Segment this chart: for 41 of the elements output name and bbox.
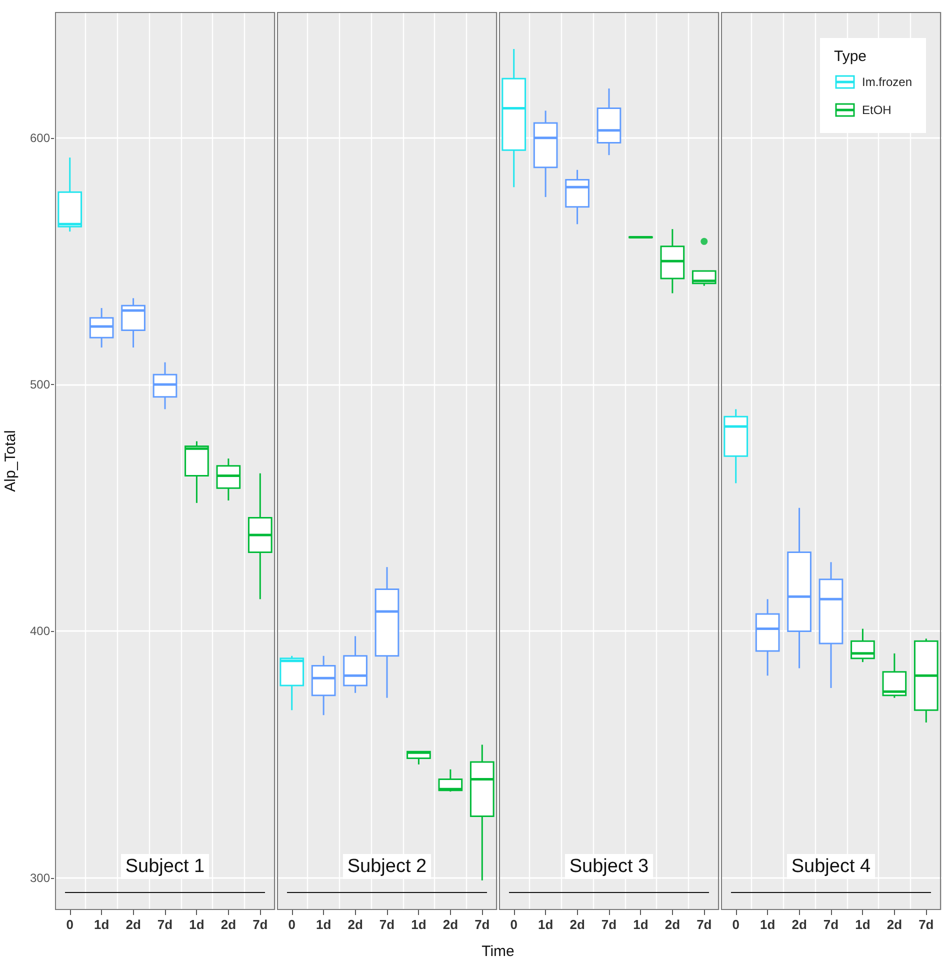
annotation: Subject 4 [787,854,875,879]
legend-label: EtOH [862,103,892,117]
x-tick-label: 2d [442,917,458,932]
x-tick-label: 1d [94,917,110,932]
x-tick-label: 1d [760,917,776,932]
x-tick-label: 1d [633,917,648,932]
legend-title: Type [834,48,868,65]
x-tick-label: 2d [570,917,585,932]
x-tick-label: 1d [538,917,554,932]
x-tick-label: 1d [411,917,426,932]
x-tick-label: 2d [664,917,680,932]
x-tick-label: 7d [379,917,395,932]
y-tick-label: 400 [30,624,50,638]
y-axis-title: Alp_Total [2,430,19,492]
x-tick-label: 2d [886,917,902,932]
x-tick-label: 1d [189,917,204,932]
x-tick-label: 2d [126,917,141,932]
annotation: Subject 2 [343,854,431,879]
x-tick-label: 2d [348,917,363,932]
x-tick-label: 1d [855,917,870,932]
x-tick-label: 0 [288,917,296,932]
annotation: Subject 1 [121,854,209,879]
annotation: Subject 3 [565,854,653,879]
y-tick-label: 300 [30,870,50,885]
x-tick-label: 2d [220,917,236,932]
y-tick-label: 600 [30,130,50,145]
x-tick-label: 0 [510,917,518,932]
x-tick-label: 0 [732,917,740,932]
x-tick-label: 2d [792,917,807,932]
x-tick-label: 7d [157,917,173,932]
x-tick-label: 7d [696,917,712,932]
x-axis-title: Time [482,943,514,960]
x-tick-label: 7d [474,917,490,932]
x-tick-label: 7d [823,917,839,932]
x-tick-label: 1d [316,917,332,932]
x-tick-label: 7d [252,917,268,932]
legend-label: Im.frozen [862,75,912,89]
y-tick-label: 500 [30,378,50,392]
x-tick-label: 0 [66,917,74,932]
x-tick-label: 7d [601,917,617,932]
x-tick-label: 7d [918,917,934,932]
